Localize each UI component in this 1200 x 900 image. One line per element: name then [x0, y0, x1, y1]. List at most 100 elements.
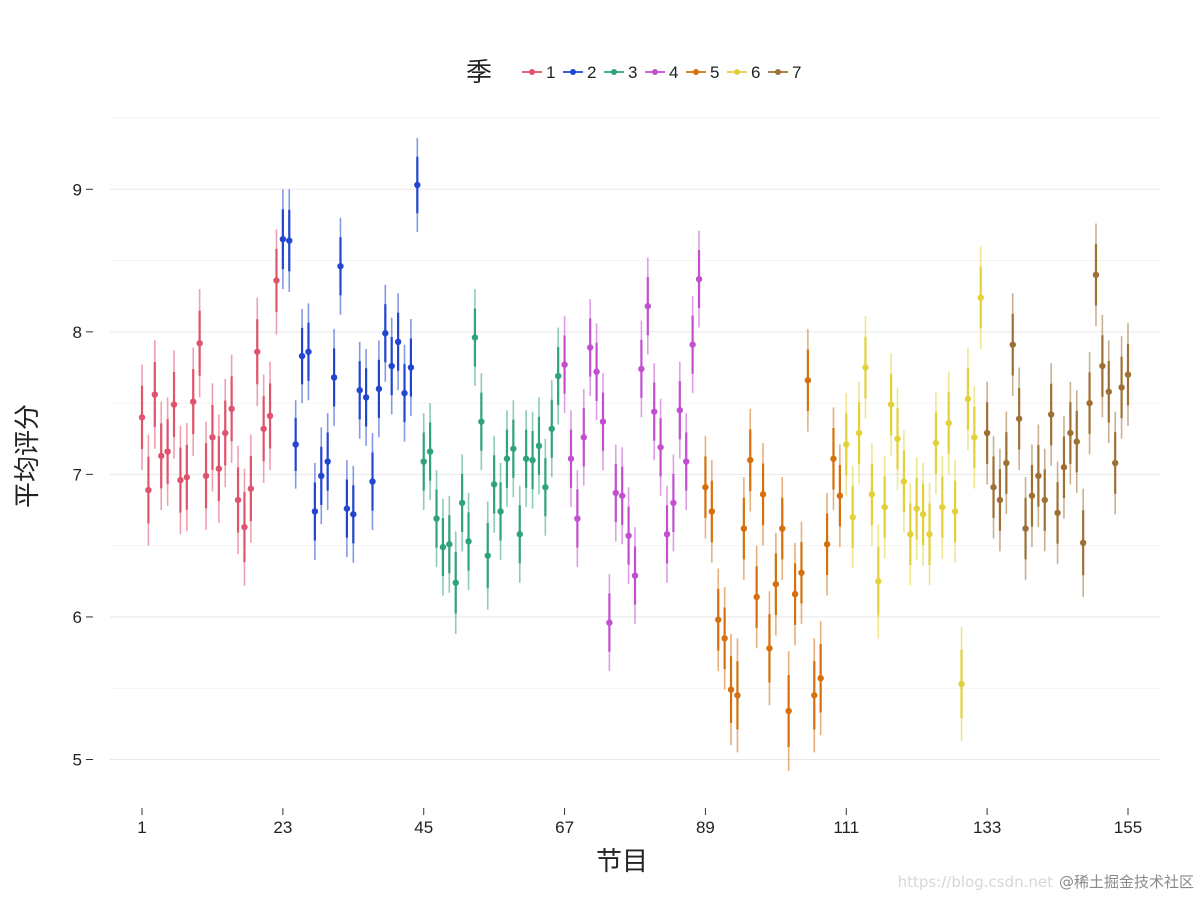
data-point: [868, 491, 876, 498]
y-tick-label: 6: [73, 608, 82, 627]
data-point: [414, 181, 421, 189]
x-tick-label: 67: [555, 818, 574, 837]
data-point: [798, 569, 805, 576]
data-point: [330, 374, 338, 381]
data-point: [785, 707, 792, 715]
legend-label: 6: [751, 63, 760, 82]
data-point: [599, 418, 607, 425]
data-point: [478, 418, 485, 425]
data-point: [1086, 399, 1093, 407]
data-point: [836, 492, 844, 499]
data-point: [567, 455, 575, 462]
data-point: [433, 515, 440, 522]
data-point: [907, 531, 914, 538]
data-point: [318, 472, 325, 480]
data-point: [298, 352, 306, 360]
data-point: [996, 496, 1004, 504]
data-point: [369, 478, 376, 485]
legend-label: 1: [546, 63, 555, 82]
x-tick-label: 23: [273, 818, 292, 837]
watermark: https://blog.csdn.net @稀土掘金技术社区: [898, 871, 1194, 892]
data-point: [350, 511, 357, 518]
data-point: [1079, 539, 1087, 547]
data-point: [612, 489, 619, 497]
data-point: [1099, 362, 1106, 370]
data-point: [983, 429, 991, 437]
x-axis-ticks: 1 23 45 67 89 111 133 155: [137, 808, 1142, 837]
legend-key-point: [611, 69, 617, 75]
data-point: [951, 508, 959, 515]
data-point: [471, 334, 479, 341]
legend-label: 3: [628, 63, 637, 82]
data-point: [644, 302, 652, 310]
data-point: [932, 439, 940, 447]
data-point: [222, 429, 229, 437]
y-tick-label: 7: [73, 465, 82, 484]
legend-key-point: [775, 69, 781, 75]
data-point: [484, 552, 491, 559]
data-point: [426, 448, 434, 455]
data-point: [305, 348, 312, 355]
data-point: [734, 692, 741, 699]
data-point: [522, 455, 530, 462]
data-point: [926, 531, 933, 538]
data-point: [452, 579, 459, 586]
data-point: [535, 442, 543, 450]
data-point: [740, 525, 748, 532]
data-point: [190, 398, 197, 405]
data-point: [158, 452, 165, 460]
data-point: [811, 692, 818, 699]
data-point: [215, 465, 223, 472]
data-point: [631, 572, 639, 579]
data-point: [1022, 525, 1029, 532]
data-point: [708, 508, 716, 515]
data-point: [618, 492, 626, 499]
data-point: [715, 616, 722, 623]
data-point: [286, 237, 293, 244]
data-point: [324, 458, 331, 465]
data-point: [913, 505, 920, 512]
data-point: [1067, 429, 1074, 437]
data-point: [919, 511, 927, 518]
data-point: [625, 532, 632, 539]
data-point: [638, 365, 645, 373]
data-point: [606, 619, 613, 626]
data-point: [209, 434, 216, 441]
x-tick-label: 89: [696, 818, 715, 837]
data-point: [843, 441, 850, 448]
data-point: [580, 434, 587, 441]
data-point: [439, 543, 447, 551]
x-axis-title: 节目: [596, 847, 648, 877]
data-point: [1105, 388, 1112, 395]
data-point: [196, 340, 203, 347]
data-point: [458, 499, 466, 507]
data-point: [311, 508, 319, 515]
data-point: [548, 425, 555, 432]
data-point: [279, 235, 287, 243]
grid-lines: [110, 117, 1160, 760]
legend-key-point: [734, 69, 740, 75]
data-point: [446, 541, 453, 548]
data-point: [695, 275, 703, 283]
data-point: [862, 364, 869, 371]
data-point: [177, 476, 184, 484]
data-point: [753, 593, 760, 601]
data-point: [164, 448, 171, 455]
x-tick-label: 133: [973, 818, 1001, 837]
data-point: [791, 590, 799, 598]
data-point: [356, 387, 363, 394]
data-point: [894, 435, 901, 442]
data-point: [887, 401, 895, 408]
data-point: [759, 491, 767, 498]
data-point: [747, 456, 754, 464]
legend-key-point: [652, 69, 658, 75]
data-point: [676, 407, 684, 414]
data-point: [228, 405, 235, 413]
data-point: [990, 484, 997, 491]
data-point: [497, 508, 504, 515]
data-point: [721, 635, 728, 642]
data-point: [170, 401, 178, 408]
data-point: [1124, 371, 1132, 378]
legend-label: 4: [669, 63, 678, 82]
data-point: [977, 294, 984, 301]
